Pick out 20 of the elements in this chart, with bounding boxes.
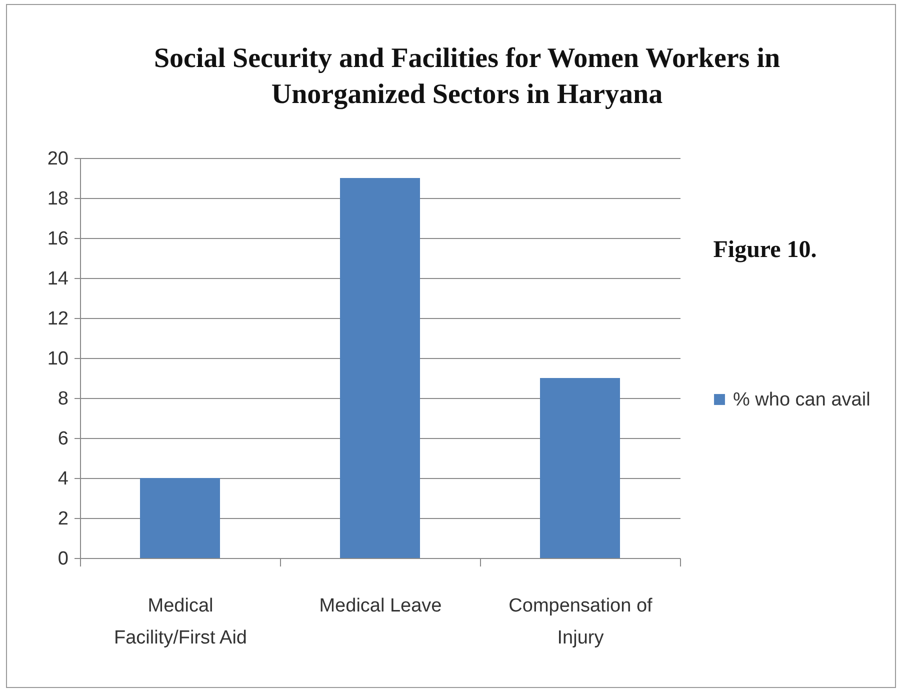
bar	[140, 478, 220, 558]
legend-label: % who can avail	[733, 390, 870, 410]
y-tick-label: 16	[47, 228, 68, 250]
y-tick-label: 4	[58, 468, 69, 490]
y-tick-label: 18	[47, 188, 68, 210]
y-tick-label: 20	[47, 148, 68, 170]
x-tick-label: Medical Leave	[319, 596, 442, 616]
y-tick-label: 8	[58, 388, 68, 410]
y-tick-label: 14	[47, 268, 69, 290]
y-tick-label: 10	[47, 348, 68, 370]
y-tick-label: 2	[58, 508, 68, 530]
bar	[340, 178, 420, 558]
bar	[540, 378, 620, 558]
x-tick-label: Medical Facility/First Aid	[114, 596, 248, 648]
chart-title: Social Security and Facilities for Women Workers in Unorganized Sectors in Haryana	[154, 43, 780, 110]
y-tick-label: 0	[58, 548, 68, 570]
caption: Figure 10.	[713, 237, 817, 263]
y-tick-label: 12	[47, 308, 68, 330]
x-tick-label: Compensation of Injury	[508, 596, 654, 648]
y-tick-label: 6	[58, 428, 68, 450]
